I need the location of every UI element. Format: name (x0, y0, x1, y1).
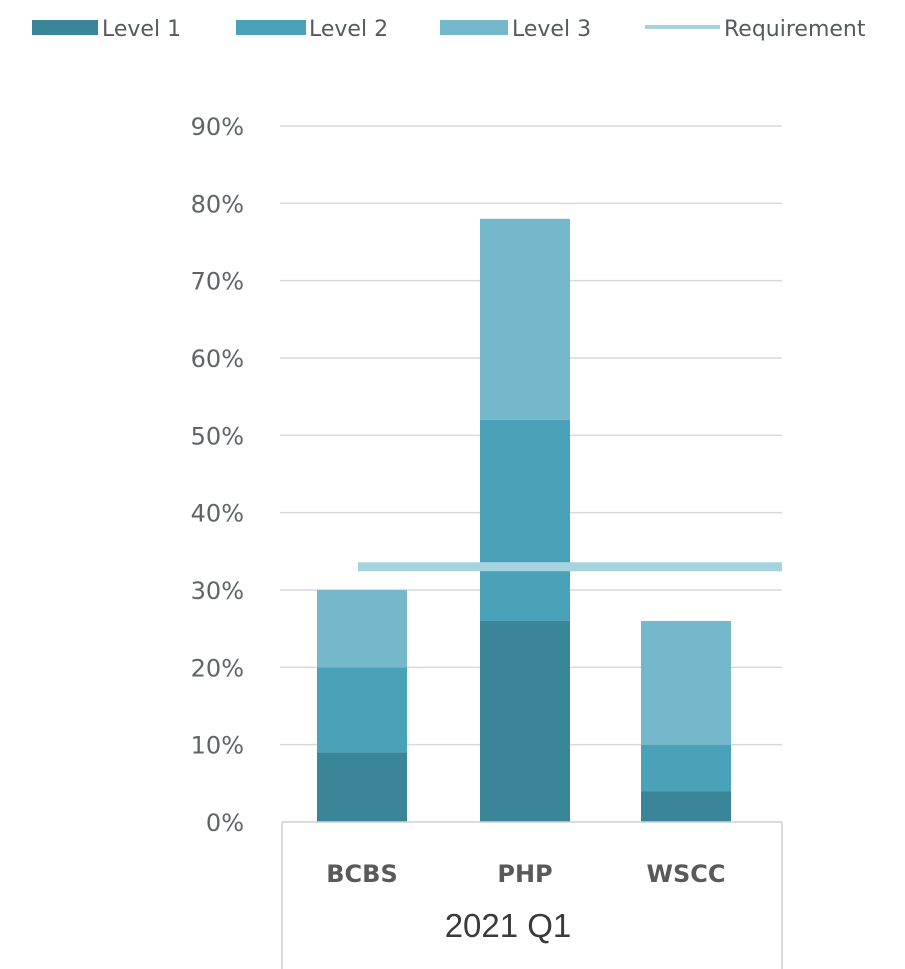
chart-bars (317, 218, 731, 822)
y-tick-label-30: 30% (191, 577, 244, 605)
y-tick-label-10: 10% (191, 732, 244, 760)
x-category-label-bcbs: BCBS (326, 860, 397, 888)
bar-bcbs-level-3 (317, 590, 407, 668)
y-tick-label-20: 20% (191, 654, 244, 682)
y-tick-label-70: 70% (191, 268, 244, 296)
bar-wscc-level-2 (641, 744, 731, 792)
y-tick-label-60: 60% (191, 345, 244, 373)
bar-wscc-level-3 (641, 620, 731, 745)
x-category-label-php: PHP (497, 860, 552, 888)
bar-wscc-level-1 (641, 791, 731, 822)
x-axis-table-border (281, 821, 783, 969)
y-tick-label-40: 40% (191, 500, 244, 528)
x-group-label: 2021 Q1 (445, 907, 572, 944)
bar-php-level-2 (480, 419, 570, 621)
x-axis-table: BCBS PHP WSCC 2021 Q1 (281, 821, 783, 969)
legend-label-requirement: Requirement (724, 17, 866, 42)
y-axis-tick-labels: 0% 10% 20% 30% 40% 50% 60% 70% 80% 90% (191, 113, 244, 837)
y-tick-label-90: 90% (191, 113, 244, 141)
y-tick-label-80: 80% (191, 190, 244, 218)
y-tick-label-50: 50% (191, 422, 244, 450)
legend-swatch-level-1 (32, 20, 98, 35)
y-tick-label-0: 0% (206, 809, 244, 837)
legend-label-level-1: Level 1 (102, 17, 181, 42)
legend-label-level-3: Level 3 (512, 17, 591, 42)
legend-swatch-level-2 (236, 20, 306, 35)
bar-php-level-3 (480, 218, 570, 420)
chart-legend: Level 1 Level 2 Level 3 Requirement (32, 17, 866, 42)
x-category-label-wscc: WSCC (647, 860, 726, 888)
bar-bcbs-level-1 (317, 752, 407, 822)
legend-swatch-level-3 (440, 20, 508, 35)
legend-label-level-2: Level 2 (309, 17, 388, 42)
bar-php-level-1 (480, 620, 570, 822)
bar-bcbs-level-2 (317, 667, 407, 753)
